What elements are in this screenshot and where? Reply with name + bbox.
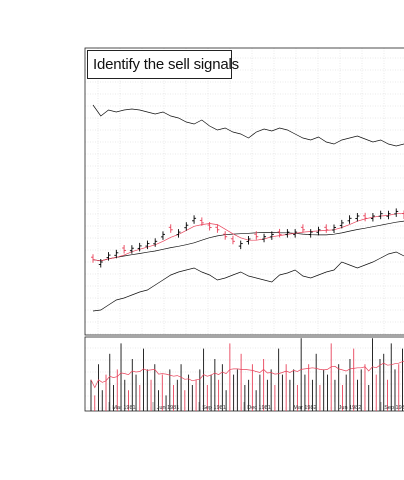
price-bar — [184, 222, 189, 231]
price-bar — [394, 208, 399, 217]
x-axis: Mar 1981 Jun 1981 Sep 1981 Dec 1981 Mar 1982… — [108, 402, 404, 411]
chart-title: Identify the sell signals — [87, 50, 239, 79]
slow-moving-average-line — [92, 220, 404, 262]
price-bar — [122, 245, 127, 254]
price-bar — [308, 229, 313, 238]
price-bar — [114, 249, 119, 259]
x-tick-label: Mar 1982 — [293, 405, 316, 411]
price-bar — [137, 242, 142, 252]
price-bar — [230, 235, 235, 245]
x-tick-label: Sep 1981 — [202, 405, 226, 411]
price-bars — [91, 208, 404, 268]
price-bar — [254, 231, 259, 240]
x-tick-label: Sep 1982 — [384, 405, 404, 411]
price-bar — [106, 252, 111, 261]
x-tick-label: Dec 1981 — [247, 405, 271, 411]
price-bar — [339, 219, 344, 229]
price-bar — [262, 233, 267, 243]
price-bar — [129, 245, 134, 254]
chart-grid — [85, 48, 404, 409]
price-bar — [269, 231, 274, 240]
price-bar — [370, 213, 375, 222]
price-bar — [207, 222, 212, 231]
price-bar — [363, 212, 368, 222]
upper-band-line — [92, 104, 404, 147]
volume-panel-frame — [84, 336, 404, 412]
price-bar — [332, 224, 337, 233]
price-bar — [300, 224, 305, 233]
price-bar — [160, 231, 165, 240]
price-bar — [277, 228, 282, 238]
price-bar — [238, 240, 243, 250]
x-tick-label: Jun 1981 — [157, 405, 180, 411]
price-panel-frame — [84, 47, 404, 336]
price-bar — [293, 229, 298, 238]
price-bar — [316, 226, 321, 236]
price-bar — [355, 213, 360, 222]
price-bar — [168, 224, 173, 233]
price-bar — [347, 215, 352, 224]
lower-band-line — [92, 251, 404, 312]
price-bar — [285, 229, 290, 238]
volume-bars — [90, 338, 403, 411]
price-bar — [215, 224, 220, 233]
price-bar — [176, 229, 181, 238]
price-bar — [98, 259, 103, 268]
price-bar — [192, 215, 197, 224]
volume-average-line — [90, 360, 404, 389]
price-bar — [91, 254, 95, 263]
price-bar — [324, 224, 329, 233]
price-bar — [223, 231, 228, 240]
price-bar — [386, 210, 391, 220]
price-bar — [199, 217, 204, 226]
x-tick-label: Jun 1982 — [339, 405, 362, 411]
price-bar — [153, 238, 158, 247]
price-bar — [145, 240, 150, 250]
x-tick-label: Mar 1981 — [112, 405, 135, 411]
price-bar — [246, 236, 251, 245]
price-bar — [378, 210, 383, 220]
